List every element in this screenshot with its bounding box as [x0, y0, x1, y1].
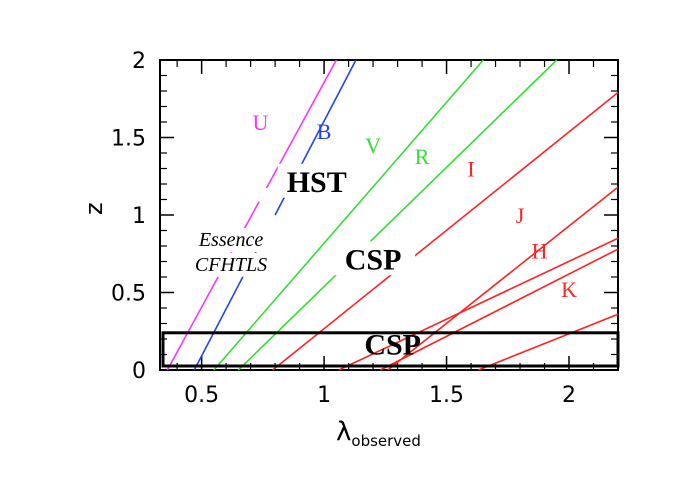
annotation-csp_upper: CSP	[345, 243, 402, 276]
annotation-essence: Essence	[198, 229, 264, 251]
label-backing	[190, 252, 273, 277]
csp-box	[161, 331, 620, 368]
x-tick-label: 1	[317, 383, 331, 408]
ticks: 0.5 1 1.5 2 0 0.5 1 1.5 2	[111, 49, 618, 408]
y-axis-label: z	[80, 202, 108, 215]
series-line-K	[478, 313, 619, 371]
annotation-hst: HST	[287, 166, 347, 199]
series-line-I	[272, 91, 619, 371]
series-line-U	[166, 201, 260, 371]
x-tick-label: 1.5	[429, 383, 464, 408]
x-tick-label: 0.5	[184, 383, 219, 408]
plot-frame	[159, 59, 619, 371]
band-label-I: I	[467, 156, 474, 181]
x-axis-label: λobserved	[336, 417, 421, 450]
y-tick-label: 0	[132, 359, 146, 384]
series-line-R	[237, 59, 558, 371]
series-lines	[166, 59, 619, 371]
series-line-J	[380, 248, 619, 371]
band-label-H: H	[532, 238, 548, 263]
x-tick-label: 2	[562, 383, 576, 408]
label-backing	[192, 228, 271, 252]
band-label-V: V	[365, 133, 381, 158]
band-label-R: R	[415, 144, 430, 169]
band-label-J: J	[516, 203, 525, 228]
band-label-U: U	[252, 110, 268, 135]
series-line-V	[213, 59, 484, 371]
y-tick-label: 0.5	[111, 282, 146, 307]
annotation-cfhtls: CFHTLS	[195, 254, 267, 276]
series-line-H	[387, 186, 619, 371]
label-backing	[277, 163, 356, 198]
y-tick-label: 1.5	[111, 127, 146, 152]
y-tick-label: 2	[132, 49, 146, 74]
y-tick-label: 1	[132, 204, 146, 229]
band-label-K: K	[561, 277, 577, 302]
label-backing	[331, 241, 416, 276]
series-line-K2	[338, 237, 619, 371]
band-label-B: B	[317, 119, 332, 144]
